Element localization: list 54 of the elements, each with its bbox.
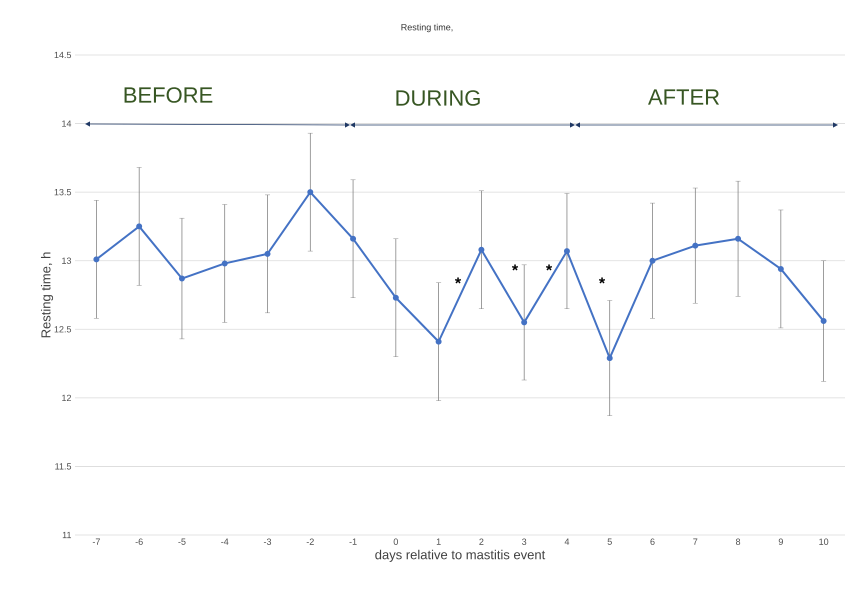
y-tick-label: 12 [62, 394, 72, 401]
x-tick-label: 1 [436, 538, 441, 545]
chart-title: Resting time, [401, 24, 452, 32]
point [521, 319, 528, 326]
annotation: * [546, 264, 552, 270]
x-tick-label: 2 [479, 538, 484, 545]
x-tick-label: -3 [264, 538, 272, 545]
point [136, 223, 142, 230]
annotation: * [598, 277, 606, 284]
point [93, 256, 100, 262]
point [692, 242, 698, 249]
point [778, 266, 784, 272]
x-tick-label: -4 [221, 538, 228, 545]
x-tick-label: 0 [394, 538, 398, 545]
point [264, 250, 271, 257]
x-tick-label: -7 [92, 538, 100, 545]
y-axis-title: Resting time, h [40, 252, 54, 338]
point [436, 338, 442, 345]
y-tick-label: 11 [62, 532, 72, 538]
x-tick-label: 7 [693, 538, 698, 545]
point [222, 260, 228, 266]
y-tick-label: 14.5 [54, 52, 72, 58]
point [650, 258, 656, 264]
x-tick-label: 5 [608, 538, 612, 545]
annotation: BEFORE [124, 87, 212, 103]
x-tick-label: -2 [306, 538, 314, 545]
x-tick-label: 10 [819, 538, 828, 545]
y-tick-label: 13 [62, 258, 72, 264]
annotation: * [512, 264, 518, 270]
point [350, 236, 356, 242]
y-tick-label: 12.5 [54, 326, 72, 332]
point [564, 248, 570, 254]
x-tick-label: 8 [736, 538, 740, 545]
point [178, 276, 185, 282]
x-tick-label: 4 [564, 538, 570, 545]
x-tick-label: -6 [136, 538, 143, 545]
point [606, 355, 613, 362]
y-tick-label: 11.5 [55, 463, 72, 470]
x-axis-title: days relative to mastitis event [375, 550, 546, 562]
point [478, 246, 484, 253]
point [392, 294, 399, 301]
annotation: AFTER [648, 89, 720, 105]
point [735, 236, 742, 242]
point [820, 318, 827, 324]
x-tick-label: -1 [349, 538, 357, 545]
x-tick-label: 6 [650, 538, 655, 545]
annotation: * [454, 277, 462, 284]
point [307, 189, 314, 196]
y-tick-label: 14 [62, 120, 72, 127]
x-tick-label: 9 [778, 538, 783, 545]
annotation: DURING [396, 90, 480, 106]
x-tick-label: 3 [522, 538, 526, 545]
x-tick-label: -5 [178, 538, 186, 545]
y-tick-label: 13.5 [54, 188, 72, 196]
